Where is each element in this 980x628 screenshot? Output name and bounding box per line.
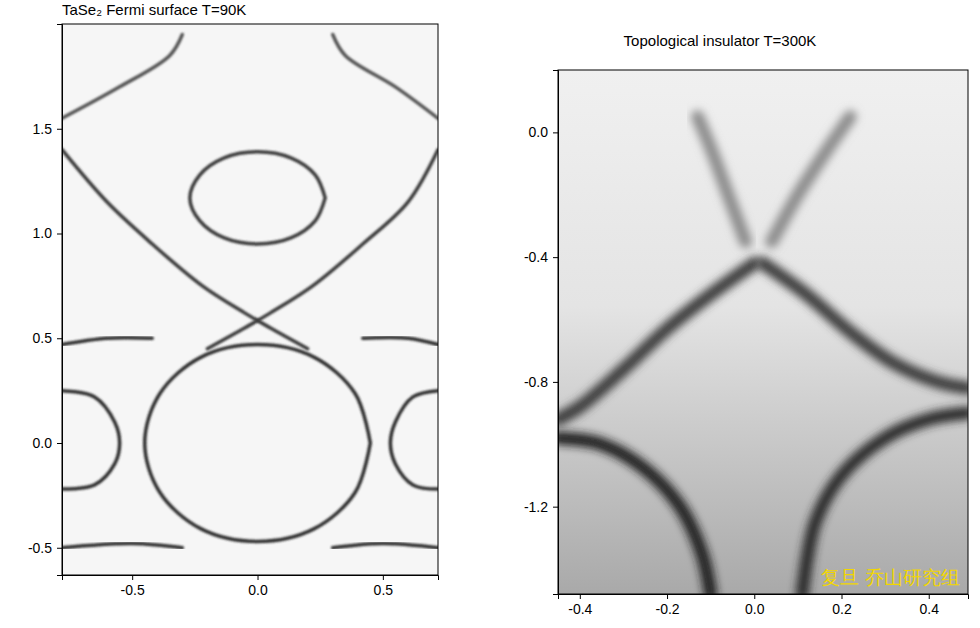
y-tick-mark xyxy=(553,132,558,133)
x-axis: -0.4 -0.2 0.0 0.2 0.4 xyxy=(559,594,969,617)
x-tick: 0.0 xyxy=(745,594,765,617)
band-line xyxy=(390,391,438,489)
y-axis-line xyxy=(57,25,63,576)
x-tick-label: 0.0 xyxy=(745,601,765,617)
y-tick-label: 0.0 xyxy=(529,124,549,140)
y-tick-mark xyxy=(57,443,62,444)
y-tick-mark xyxy=(57,548,62,549)
y-tick-mark xyxy=(57,338,62,339)
x-tick-mark xyxy=(754,594,755,599)
x-tick-mark xyxy=(667,594,668,599)
band-line xyxy=(363,338,438,345)
x-axis: -0.5 0.0 0.5 xyxy=(63,575,439,598)
y-tick: 0.0 xyxy=(33,435,62,451)
y-tick: -0.5 xyxy=(28,540,62,556)
x-tick: 0.2 xyxy=(832,594,852,617)
plot-background xyxy=(558,70,968,594)
x-tick-label: 0.5 xyxy=(374,582,394,598)
band-line xyxy=(802,413,968,594)
x-tick-mark xyxy=(132,575,133,580)
band-line xyxy=(772,117,851,242)
x-tick-label: -0.5 xyxy=(121,582,145,598)
y-tick-label: -0.5 xyxy=(28,540,52,556)
marks xyxy=(62,34,438,547)
y-tick: 1.0 xyxy=(33,225,62,241)
x-tick: -0.2 xyxy=(655,594,679,617)
x-tick-mark xyxy=(580,594,581,599)
y-tick-mark xyxy=(553,507,558,508)
band-line xyxy=(763,263,968,388)
x-tick-label: 0.2 xyxy=(832,601,852,617)
band-line xyxy=(698,117,746,242)
y-tick: -0.8 xyxy=(524,374,558,390)
panel: -0.5 0.0 0.5 -0.5 0.0 0.5 1.0 1.5 xyxy=(28,24,439,598)
x-tick-mark xyxy=(929,594,930,599)
x-tick-label: -0.2 xyxy=(655,601,679,617)
plot-background xyxy=(62,24,438,575)
x-tick-mark xyxy=(258,575,259,580)
band-line xyxy=(62,34,182,118)
panel: -0.4 -0.2 0.0 0.2 0.4 0.0 -0.4 -0.8 -1.2 复旦 乔山研究组 xyxy=(524,70,969,617)
y-tick-mark xyxy=(553,382,558,383)
watermark: 复旦 乔山研究组 xyxy=(821,566,960,588)
band-line xyxy=(333,34,438,118)
x-tick-mark xyxy=(842,594,843,599)
band-line xyxy=(62,544,182,548)
y-axis-line xyxy=(553,71,559,595)
band-line xyxy=(62,150,308,349)
band-line xyxy=(558,263,754,419)
x-tick: -0.5 xyxy=(121,575,145,598)
x-tick: 0.5 xyxy=(374,575,394,598)
x-tick: -0.4 xyxy=(568,594,592,617)
y-axis: -0.5 0.0 0.5 1.0 1.5 xyxy=(28,25,63,576)
panel-title: Topological insulator T=300K xyxy=(624,32,817,49)
y-tick-mark xyxy=(57,129,62,130)
band-line xyxy=(207,150,438,349)
band-line xyxy=(62,338,152,345)
x-tick: 0.4 xyxy=(920,594,940,617)
band-line xyxy=(145,345,371,542)
band-line xyxy=(333,544,438,548)
y-tick-label: 0.5 xyxy=(33,330,53,346)
band-line xyxy=(558,438,711,594)
y-tick-label: 1.0 xyxy=(33,225,53,241)
y-tick-mark xyxy=(57,234,62,235)
y-tick: 0.0 xyxy=(529,124,558,140)
y-tick-label: -0.8 xyxy=(524,374,548,390)
y-tick-label: 0.0 xyxy=(33,435,53,451)
marks xyxy=(558,117,968,594)
x-tick-label: 0.4 xyxy=(920,601,940,617)
y-tick-label: -1.2 xyxy=(524,499,548,515)
y-axis: 0.0 -0.4 -0.8 -1.2 xyxy=(524,71,559,595)
band-line xyxy=(190,152,325,244)
plot-frame xyxy=(62,24,438,575)
x-axis-line xyxy=(63,576,439,581)
plot-frame xyxy=(558,70,968,594)
y-tick: 1.5 xyxy=(33,121,62,137)
band-line xyxy=(62,391,120,489)
x-tick-label: -0.4 xyxy=(568,601,592,617)
y-tick-mark xyxy=(553,257,558,258)
panel-title: TaSe₂ Fermi surface T=90K xyxy=(62,1,246,18)
y-tick: -1.2 xyxy=(524,499,558,515)
x-tick-mark xyxy=(383,575,384,580)
x-tick: 0.0 xyxy=(248,575,268,598)
y-tick: 0.5 xyxy=(33,330,62,346)
y-tick-label: -0.4 xyxy=(524,249,548,265)
x-axis-line xyxy=(559,595,969,600)
x-tick-label: 0.0 xyxy=(248,582,268,598)
figure: -0.5 0.0 0.5 -0.5 0.0 0.5 1.0 1.5 TaSe₂ Fermi su… xyxy=(0,0,980,628)
y-tick-label: 1.5 xyxy=(33,121,53,137)
y-tick: -0.4 xyxy=(524,249,558,265)
